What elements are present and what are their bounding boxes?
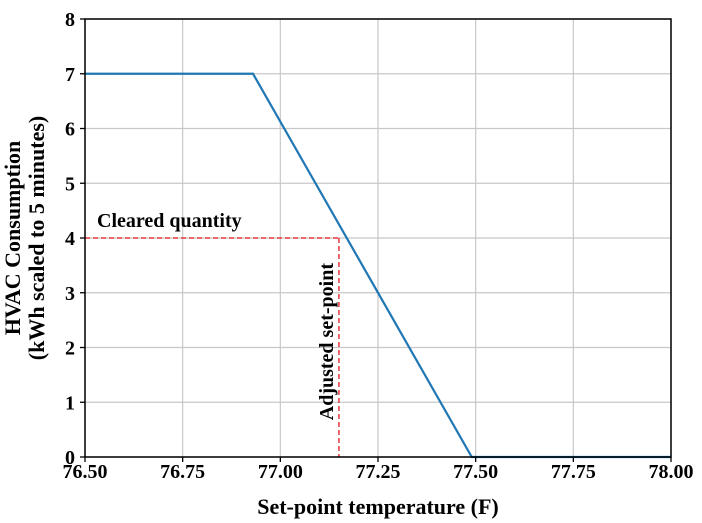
adjusted-setpoint-label: Adjusted set-point [316,263,338,421]
y-tick-label: 7 [65,64,75,86]
tick-labels: 76.50 76.75 77.00 77.25 77.50 77.75 78.00 0 1 2 3 4… [63,9,694,483]
y-tick-label: 0 [65,447,75,469]
y-tick-label: 3 [65,283,75,305]
x-tick-label: 77.25 [356,461,401,483]
y-tick-label: 2 [65,338,75,360]
ticks [80,18,672,462]
y-axis-title-line-2: (kWh scaled to 5 minutes) [24,116,49,360]
x-tick-label: 76.50 [63,461,108,483]
cleared-quantity-label: Cleared quantity [97,210,242,232]
x-axis-title: Set-point temperature (F) [257,494,499,519]
y-tick-label: 5 [65,173,75,195]
x-tick-label: 76.75 [160,461,205,483]
y-axis-title-line-1: HVAC Consumption [0,141,25,336]
y-tick-label: 1 [65,392,75,414]
y-tick-label: 6 [65,119,75,141]
x-tick-label: 77.75 [551,461,596,483]
annotation-lines [85,237,340,457]
x-tick-label: 78.00 [649,461,694,483]
y-tick-label: 8 [65,9,75,31]
x-tick-label: 77.00 [258,461,303,483]
grid [84,18,672,458]
y-tick-label: 4 [65,228,75,250]
x-tick-label: 77.50 [453,461,498,483]
